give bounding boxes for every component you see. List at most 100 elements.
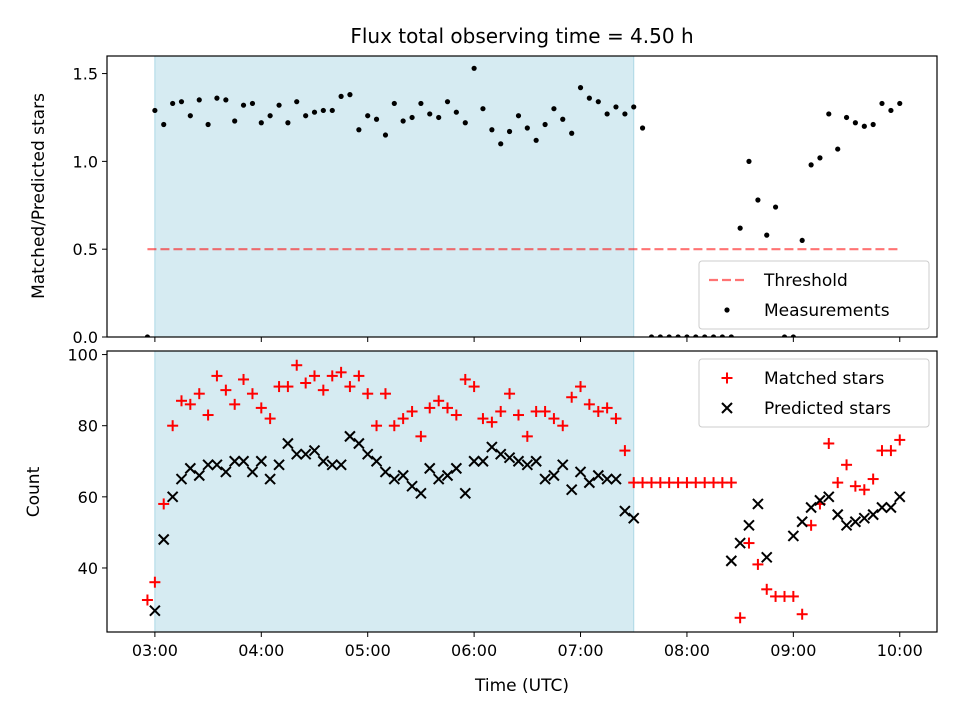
data-point xyxy=(211,370,223,382)
data-point xyxy=(382,132,389,138)
data-point xyxy=(353,437,365,450)
data-point xyxy=(309,370,320,382)
data-point xyxy=(796,516,808,528)
data-point xyxy=(344,430,356,443)
data-point xyxy=(338,93,344,99)
data-point xyxy=(175,473,188,485)
data-point xyxy=(459,373,471,385)
data-point xyxy=(264,473,276,485)
data-point xyxy=(566,391,578,403)
data-point xyxy=(743,519,755,531)
data-point xyxy=(622,111,628,117)
plot-area xyxy=(141,359,906,624)
chart-title: Flux total observing time = 4.50 h xyxy=(350,24,693,48)
legend-label: Measurements xyxy=(764,301,890,321)
legend-box xyxy=(698,358,930,428)
data-point xyxy=(361,448,374,460)
data-point xyxy=(397,413,409,425)
data-point xyxy=(317,384,329,396)
data-point xyxy=(335,366,347,378)
data-point xyxy=(601,473,613,485)
data-point xyxy=(477,455,489,467)
data-point xyxy=(539,405,551,417)
data-point xyxy=(170,100,176,107)
data-point xyxy=(897,100,903,107)
data-point xyxy=(335,459,347,471)
data-point xyxy=(551,106,557,112)
data-point xyxy=(285,120,291,126)
data-point xyxy=(356,127,362,133)
data-point xyxy=(560,116,566,122)
data-point xyxy=(300,377,312,389)
data-point xyxy=(255,402,267,414)
data-point xyxy=(512,455,525,467)
legend-label: Predicted stars xyxy=(764,399,891,419)
data-point xyxy=(444,99,451,105)
data-point xyxy=(433,395,445,407)
legend-key xyxy=(721,372,733,384)
data-point xyxy=(894,434,906,446)
data-point xyxy=(228,455,241,467)
data-point xyxy=(861,123,867,129)
legend-label: Threshold xyxy=(763,271,848,291)
data-point xyxy=(320,107,326,114)
data-point xyxy=(885,445,897,457)
x-axis-label: Time (UTC) xyxy=(474,676,569,696)
data-point xyxy=(548,413,560,425)
data-point xyxy=(258,120,264,126)
data-point xyxy=(418,100,424,107)
data-point xyxy=(628,512,640,524)
data-point xyxy=(193,469,205,482)
data-point xyxy=(583,398,595,410)
data-point xyxy=(604,111,610,117)
data-point xyxy=(229,398,241,410)
data-point xyxy=(477,413,489,425)
data-point xyxy=(184,462,197,475)
data-point xyxy=(347,92,353,98)
data-point xyxy=(471,65,477,71)
data-point xyxy=(184,398,196,410)
data-point xyxy=(840,519,853,531)
data-point xyxy=(524,125,530,131)
legend-label: Matched stars xyxy=(764,369,884,389)
data-point xyxy=(817,155,823,161)
data-point xyxy=(406,405,418,417)
data-point xyxy=(193,388,205,400)
data-point xyxy=(276,102,282,108)
data-point xyxy=(311,109,318,115)
x-tick-label: 10:00 xyxy=(877,641,923,660)
observing-interval-shade xyxy=(154,350,635,633)
data-point xyxy=(329,107,335,114)
data-point xyxy=(459,487,471,499)
data-point xyxy=(223,97,229,103)
data-point xyxy=(249,100,256,107)
data-point xyxy=(415,487,427,499)
x-tick-label: 06:00 xyxy=(451,641,497,660)
data-point xyxy=(441,469,454,482)
data-point xyxy=(796,608,808,620)
series-measurements xyxy=(144,65,903,337)
data-point xyxy=(246,388,258,400)
data-point xyxy=(557,459,569,471)
data-point xyxy=(515,113,522,119)
data-point xyxy=(299,448,312,460)
data-point xyxy=(415,430,427,442)
data-point xyxy=(648,334,655,337)
y-tick-label: 1.0 xyxy=(73,152,98,171)
data-point xyxy=(503,452,516,464)
data-point xyxy=(595,99,601,105)
data-point xyxy=(867,473,879,485)
data-point xyxy=(294,99,300,105)
data-point xyxy=(504,388,516,400)
data-point xyxy=(610,473,622,485)
data-point xyxy=(480,106,486,112)
data-point xyxy=(238,373,250,385)
data-point xyxy=(781,334,788,337)
y-axis-label-top: Matched/Predicted stars xyxy=(29,93,49,299)
data-point xyxy=(657,334,663,337)
data-point xyxy=(852,120,858,126)
y-tick-label: 40 xyxy=(78,559,98,578)
data-point xyxy=(761,551,773,564)
y-axis-label-bottom: Count xyxy=(24,466,44,517)
data-point xyxy=(702,334,708,337)
